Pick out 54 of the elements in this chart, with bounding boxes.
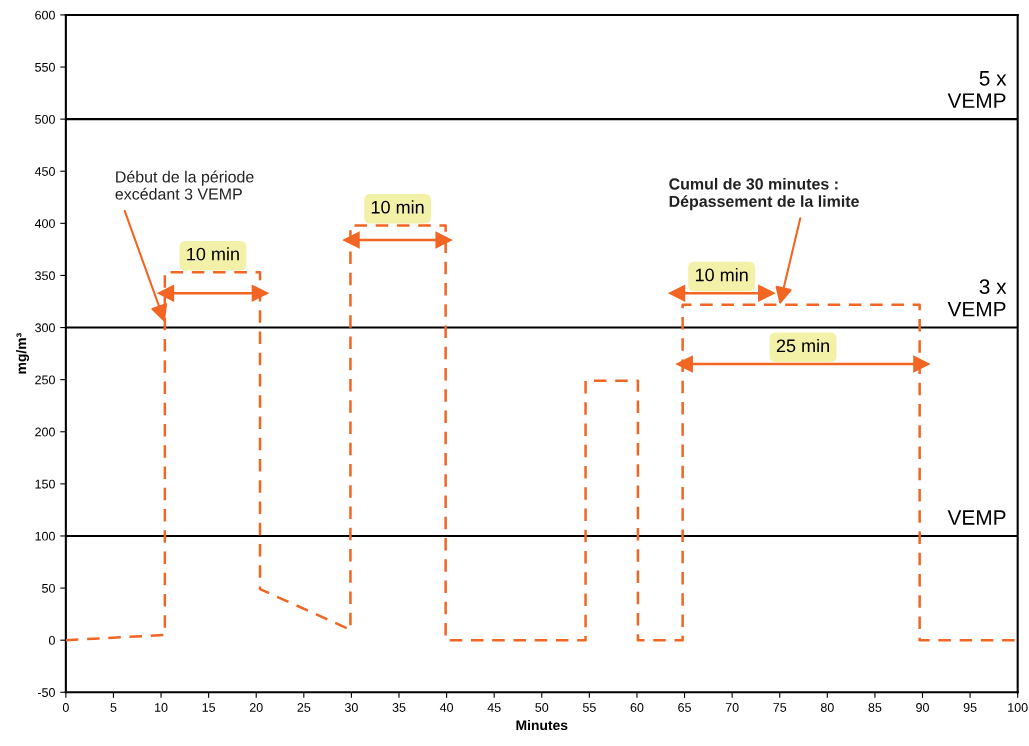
point: [668, 284, 686, 302]
y-tick-label: 550: [35, 62, 55, 72]
x-tick-label: 5: [110, 703, 117, 712]
point: [758, 284, 775, 302]
series-label: 10 min: [187, 247, 239, 261]
y-tick-label: 400: [34, 219, 55, 228]
x-tick-label: 85: [868, 703, 882, 712]
x-tick-label: 0: [62, 703, 69, 712]
point: [251, 284, 269, 302]
x-tick-label: 30: [344, 703, 358, 712]
x-tick-label: 65: [678, 703, 691, 712]
annotation: Début de la période excédant 3 VEMP: [115, 170, 254, 200]
y-tick-label: 450: [34, 167, 55, 176]
x-tick-label: 50: [535, 703, 549, 712]
series-label: 25 min: [776, 338, 829, 353]
y-tick-label: 350: [35, 271, 55, 281]
y-tick-label: 500: [35, 114, 55, 124]
ref-line-label: VEMP: [947, 510, 1006, 525]
x-tick-label: 60: [630, 703, 644, 712]
y-tick-label: 200: [35, 427, 55, 437]
point: [343, 231, 360, 249]
x-axis-title: Minutes: [516, 719, 568, 731]
x-tick-label: 80: [820, 703, 834, 712]
y-tick-label: -50: [37, 688, 55, 697]
point: [157, 284, 175, 302]
x-tick-label: 45: [487, 703, 501, 712]
y-axis-title: mg/m³: [16, 333, 30, 374]
ref-line-label: 5 x VEMP: [947, 71, 1007, 108]
y-tick-label: 50: [42, 583, 55, 593]
y-tick-label: 250: [35, 375, 55, 385]
point: [435, 231, 453, 249]
y-tick-label: 100: [35, 531, 55, 541]
y-tick-label: 600: [35, 10, 55, 20]
x-tick-label: 75: [773, 703, 787, 712]
point: [676, 355, 693, 373]
x-tick-label: 20: [249, 703, 263, 712]
series-label: 10 min: [695, 268, 748, 282]
point: [913, 355, 930, 373]
x-tick-label: 10: [155, 703, 168, 712]
y-tick-label: 300: [35, 323, 55, 333]
x-tick-label: 95: [963, 703, 977, 712]
x-tick-label: 100: [1008, 703, 1028, 712]
x-tick-label: 90: [916, 703, 929, 712]
y-tick-label: 0: [48, 635, 55, 645]
x-tick-label: 35: [392, 703, 406, 712]
annotation: Cumul de 30 minutes : Dépassement de la limite: [669, 177, 859, 211]
series-label: 10 min: [371, 200, 424, 214]
x-tick-label: 40: [439, 703, 454, 712]
x-tick-label: 25: [297, 703, 311, 712]
y-tick-label: 150: [35, 479, 55, 489]
ref-line-label: 3 x VEMP: [947, 279, 1007, 317]
x-tick-label: 55: [582, 703, 596, 712]
x-tick-label: 70: [725, 703, 739, 712]
x-tick-label: 15: [202, 703, 216, 712]
